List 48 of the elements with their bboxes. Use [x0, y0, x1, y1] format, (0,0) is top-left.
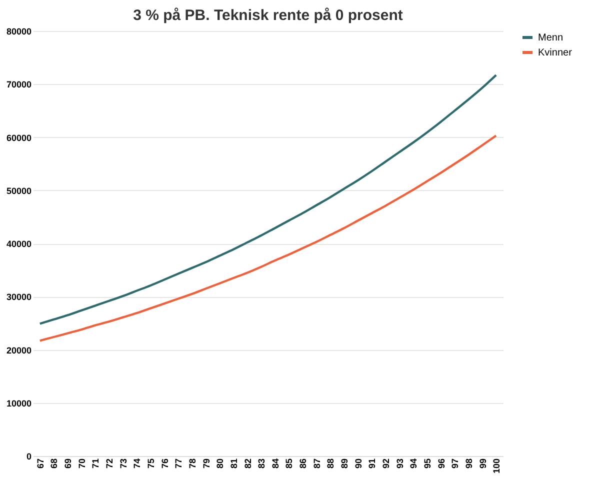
y-tick-label: 50000	[6, 186, 32, 196]
x-tick-label: 71	[90, 458, 101, 469]
y-tick-label: 20000	[6, 345, 32, 356]
x-tick-label: 96	[436, 458, 446, 469]
x-tick-label: 85	[284, 458, 294, 469]
x-tick-label: 82	[242, 458, 253, 469]
x-tick-label: 79	[201, 458, 212, 469]
y-tick-label: 10000	[6, 398, 32, 408]
x-tick-label: 99	[478, 458, 488, 469]
x-tick-label: 68	[49, 458, 60, 469]
x-tick-label: 75	[146, 458, 156, 469]
legend-label: Kvinner	[538, 48, 573, 58]
x-tick-label: 95	[422, 458, 432, 469]
legend-label: Menn	[538, 32, 564, 44]
x-tick-label: 94	[408, 458, 419, 469]
x-tick-label: 89	[340, 458, 350, 469]
x-tick-label: 91	[367, 458, 378, 469]
x-tick-label: 93	[394, 458, 405, 469]
y-tick-label: 0	[26, 452, 32, 462]
x-tick-label: 67	[35, 458, 46, 469]
chart-title: 3 % på PB. Teknisk rente på 0 prosent	[133, 7, 403, 24]
x-tick-label: 83	[256, 458, 267, 469]
x-tick-label: 73	[118, 458, 128, 469]
x-tick-label: 90	[353, 458, 364, 469]
x-tick-label: 80	[215, 458, 226, 469]
y-tick-label: 80000	[6, 26, 32, 36]
x-tick-label: 88	[326, 458, 336, 469]
x-tick-label: 98	[464, 458, 474, 469]
x-tick-label: 84	[270, 458, 280, 469]
y-tick-label: 60000	[6, 132, 32, 143]
y-tick-label: 40000	[6, 239, 32, 249]
y-tick-label: 30000	[6, 292, 32, 302]
x-tick-label: 87	[312, 458, 322, 469]
x-tick-label: 81	[228, 458, 239, 469]
x-tick-label: 92	[381, 458, 391, 469]
x-tick-label: 77	[174, 458, 184, 469]
y-tick-label: 70000	[6, 80, 32, 90]
x-tick-label: 76	[160, 458, 170, 469]
x-tick-label: 72	[104, 458, 115, 469]
x-tick-label: 86	[298, 458, 308, 469]
x-tick-label: 74	[132, 458, 142, 469]
x-tick-label: 78	[187, 458, 198, 469]
line-series	[38, 134, 498, 342]
x-tick-label: 69	[63, 458, 74, 469]
line-series	[38, 74, 498, 325]
x-tick-label: 70	[76, 458, 87, 469]
x-tick-label: 100	[492, 458, 502, 474]
x-tick-label: 97	[450, 458, 460, 469]
